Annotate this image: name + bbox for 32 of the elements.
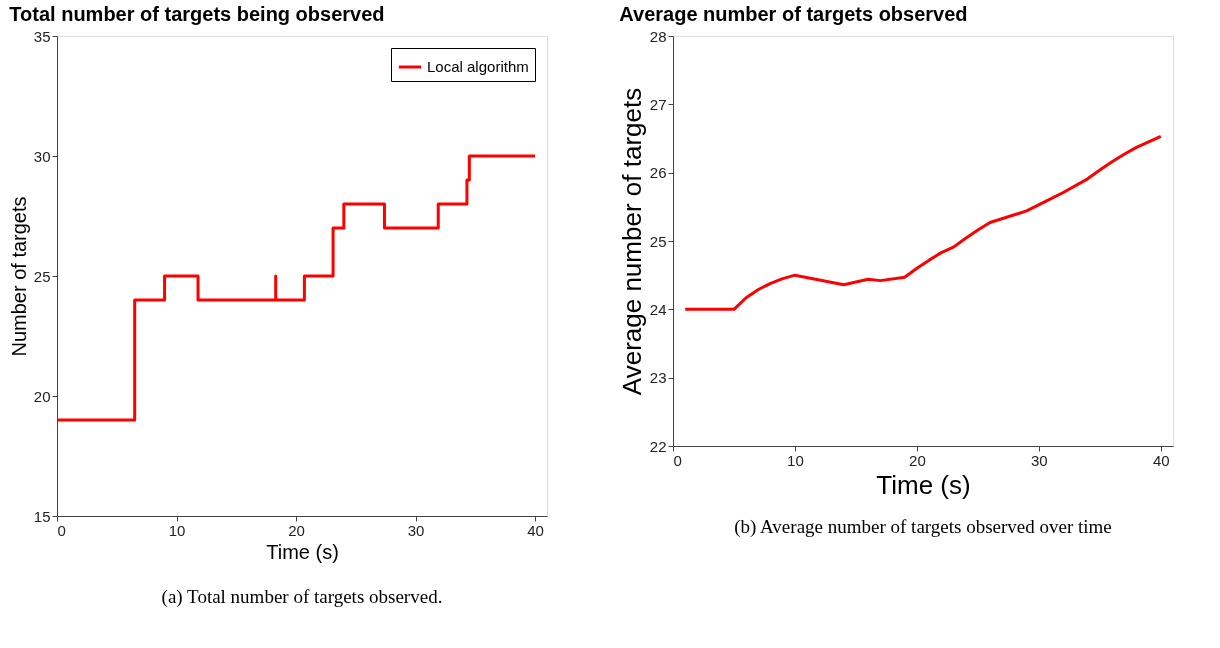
- y-tick-label: 22: [649, 437, 667, 455]
- legend-label: Local algorithm: [427, 58, 529, 75]
- x-tick-label: 10: [168, 521, 186, 539]
- y-tick-label: 15: [33, 507, 51, 525]
- y-tick-label: 23: [649, 369, 667, 387]
- y-tick-label: 25: [649, 232, 667, 250]
- x-tick-label: 20: [288, 521, 305, 539]
- chart-title: Total number of targets being observed: [9, 3, 385, 25]
- text: (a) Total number of targets observed.: [161, 586, 443, 608]
- x-axis-title: Time (s): [876, 469, 971, 500]
- x-tick-label: 0: [57, 521, 66, 539]
- line-series: [683, 134, 1163, 311]
- y-axis-title: Number of targets: [7, 196, 30, 357]
- y-tick-label: 20: [33, 387, 51, 405]
- chart-title: Average number of targets observed: [619, 3, 968, 25]
- x-tick-label: 0: [673, 451, 682, 469]
- x-tick-label: 30: [407, 521, 425, 539]
- y-tick-label: 26: [649, 164, 667, 182]
- text: (b) Average number of targets observed over time: [734, 516, 1112, 538]
- y-axis-title: Average number of targets: [616, 87, 647, 396]
- y-tick-label: 30: [33, 147, 51, 165]
- y-tick-label: 35: [33, 27, 51, 45]
- x-axis-title: Time (s): [266, 540, 339, 563]
- x-tick-label: 10: [787, 451, 804, 469]
- y-tick-label: 27: [649, 95, 667, 113]
- y-tick-label: 25: [33, 267, 51, 285]
- x-tick-label: 40: [1152, 451, 1170, 469]
- y-tick-label: 24: [649, 300, 667, 318]
- x-tick-label: 40: [527, 521, 544, 539]
- x-tick-label: 20: [909, 451, 926, 469]
- y-tick-label: 28: [649, 27, 667, 45]
- x-tick-label: 30: [1031, 451, 1048, 469]
